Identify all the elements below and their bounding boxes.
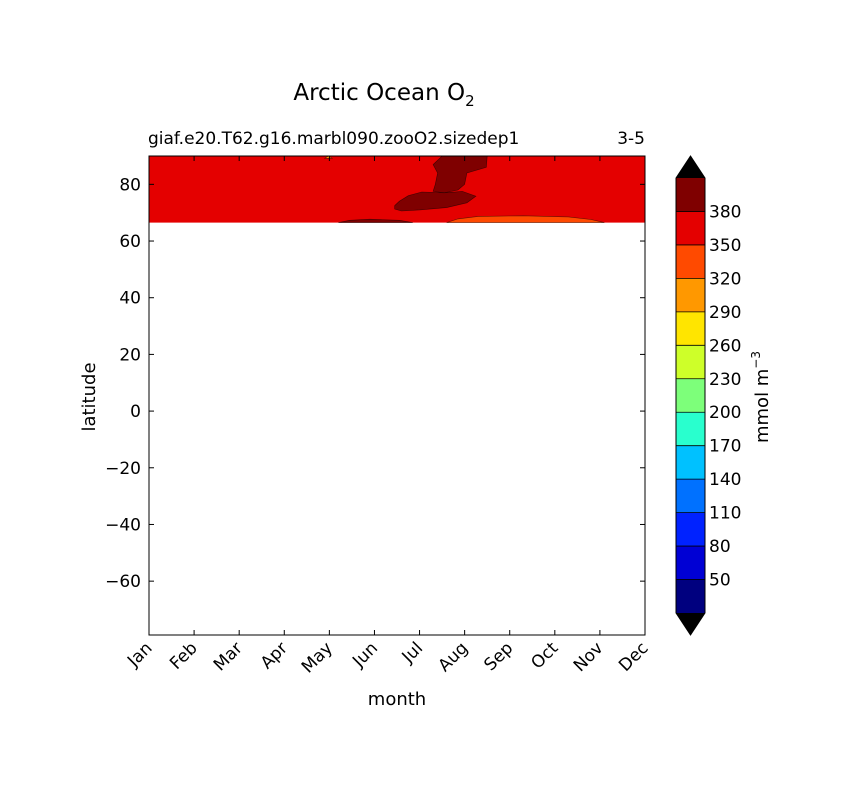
- colorbar-segment: [676, 445, 705, 480]
- y-tick-label: 0: [130, 402, 141, 422]
- colorbar-tick-label: 170: [709, 437, 741, 457]
- y-tick-label: 80: [119, 175, 141, 195]
- contour-region-380-aug-high-lat: [432, 155, 488, 194]
- colorbar-segment: [676, 412, 705, 446]
- x-tick-label: Jun: [348, 638, 382, 672]
- colorbar-segment: [676, 244, 705, 279]
- colorbar-tick-label: 200: [709, 403, 741, 423]
- plot-frame: [148, 155, 646, 636]
- colorbar-segment: [676, 378, 705, 413]
- colorbar-segment: [676, 345, 705, 379]
- chart-title: Arctic Ocean O2: [293, 80, 474, 110]
- colorbar-label: mmol m−3: [749, 351, 773, 443]
- x-tick-label: Nov: [570, 638, 608, 676]
- x-axis-label: month: [368, 689, 426, 710]
- colorbar-segment: [676, 311, 705, 346]
- y-tick-label: −60: [105, 572, 141, 592]
- colorbar-segment: [676, 512, 705, 547]
- contour-region-small-may: [323, 155, 334, 159]
- y-axis-label: latitude: [79, 362, 100, 431]
- x-tick-label: Feb: [166, 638, 201, 673]
- colorbar-tick-label: 230: [709, 370, 741, 390]
- x-tick-label: Jul: [398, 638, 427, 667]
- colorbar-extend-top: [676, 156, 705, 178]
- colorbar-segment: [676, 546, 705, 580]
- x-tick-label: May: [298, 638, 337, 677]
- colorbar-segment: [676, 479, 705, 513]
- colorbar-tick-label: 110: [709, 504, 741, 524]
- plot-background: [149, 156, 645, 635]
- colorbar-tick-label: 350: [709, 236, 741, 256]
- contour-region-380-jun: [338, 218, 413, 223]
- contour-band-350-380: [149, 156, 645, 223]
- colorbar-segment: [676, 278, 705, 312]
- contour-region-380-jul-aug: [394, 191, 477, 212]
- y-axis: −60 −40 −20 0 20 40 60 80: [105, 175, 645, 592]
- contour-field: [149, 155, 645, 223]
- x-tick-label: Aug: [435, 638, 473, 676]
- x-tick-label: Sep: [480, 638, 517, 675]
- y-tick-label: −20: [105, 459, 141, 479]
- colorbar-extend-bottom: [676, 613, 705, 635]
- colorbar: 50 80 110 140 170 200 230 260 290 320 350 380: [675, 155, 741, 636]
- colorbar-segment: [676, 178, 705, 212]
- plot-area: [148, 155, 646, 636]
- y-tick-label: 60: [119, 232, 141, 252]
- x-tick-label: Dec: [615, 638, 652, 675]
- colorbar-tick-label: 320: [709, 269, 741, 289]
- subtitle-left: giaf.e20.T62.g16.marbl090.zooO2.sizedep1: [148, 129, 519, 149]
- colorbar-tick-label: 50: [709, 571, 731, 591]
- contour-region-320-350-aug-oct: [446, 215, 605, 223]
- x-tick-label: Mar: [210, 638, 247, 675]
- y-tick-label: −40: [105, 515, 141, 535]
- y-tick-label: 40: [119, 289, 141, 309]
- colorbar-tick-label: 380: [709, 202, 741, 222]
- colorbar-tick-label: 140: [709, 470, 741, 490]
- x-tick-label: Jan: [123, 638, 156, 671]
- colorbar-outline: [675, 155, 706, 636]
- subtitle-right: 3-5: [617, 129, 645, 149]
- x-tick-label: Oct: [527, 638, 562, 673]
- colorbar-segment: [676, 211, 705, 245]
- colorbar-tick-label: 290: [709, 303, 741, 323]
- y-tick-label: 20: [119, 345, 141, 365]
- x-tick-label: Apr: [257, 638, 292, 673]
- colorbar-tick-label: 260: [709, 336, 741, 356]
- colorbar-segment: [676, 579, 705, 613]
- colorbar-tick-label: 80: [709, 537, 731, 557]
